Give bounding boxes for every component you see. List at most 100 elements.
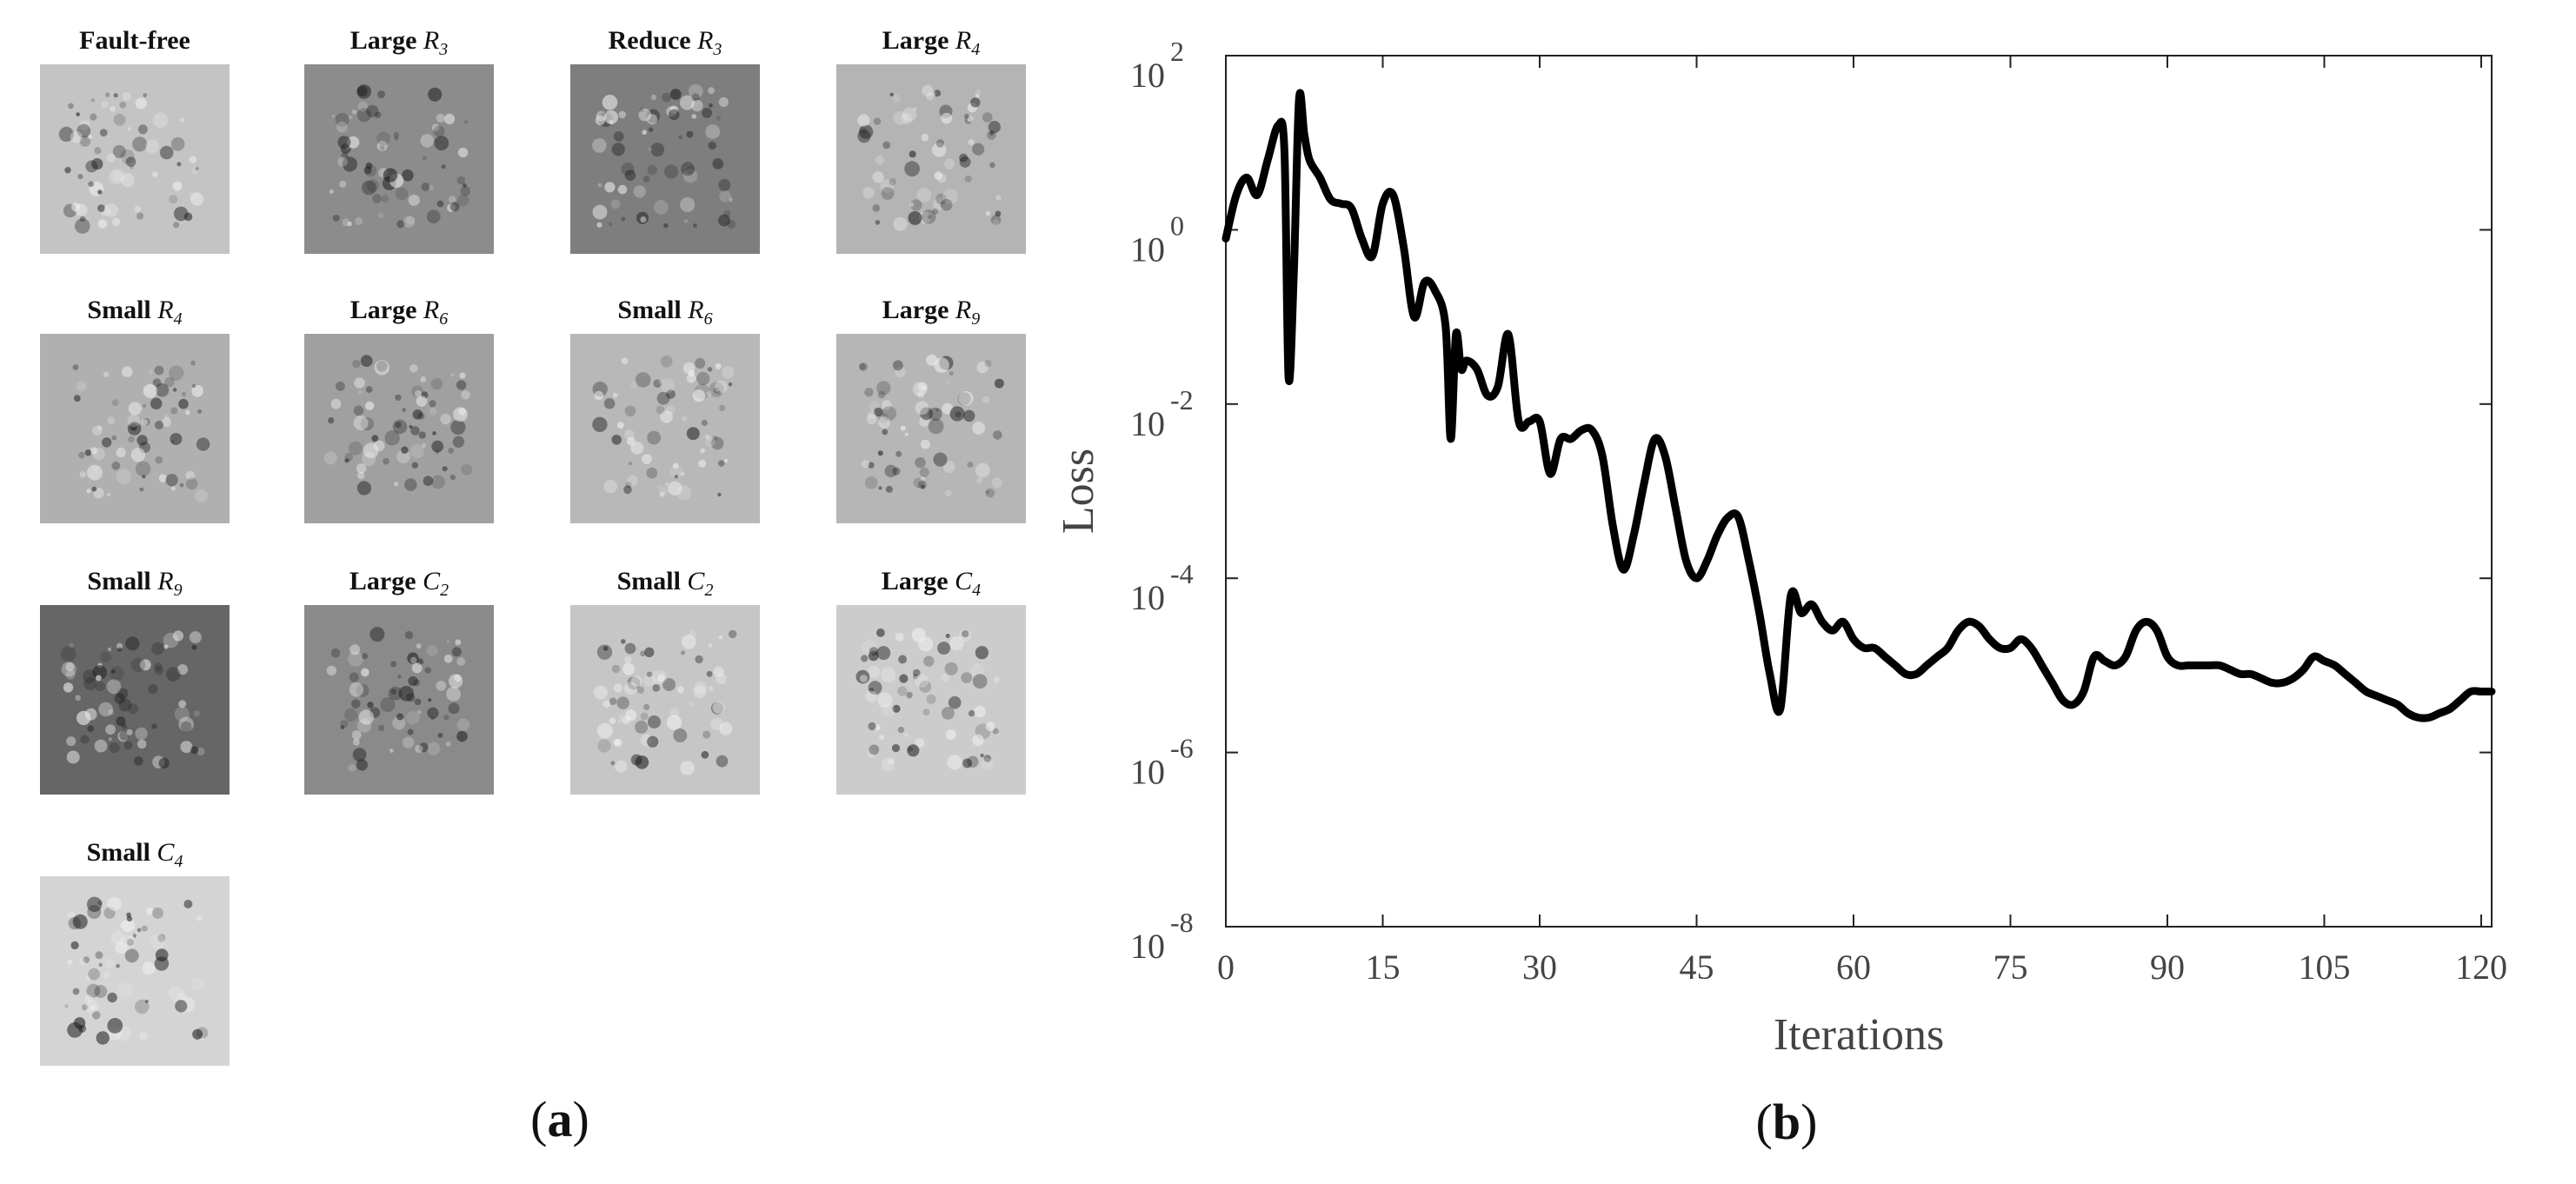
feature-map-title-subscript: 2 xyxy=(704,581,714,600)
feature-map-title-prefix: Small xyxy=(616,567,688,595)
feature-map-image xyxy=(570,334,760,523)
plot-frame xyxy=(1225,55,2493,928)
loss-series-line xyxy=(1221,89,2496,722)
feature-map-title-prefix: Small xyxy=(617,296,689,324)
feature-map-title-subscript: 9 xyxy=(173,581,183,600)
feature-map-image xyxy=(304,334,494,523)
feature-map-tile: Reduce R3 xyxy=(570,26,760,256)
x-tick-label: 60 xyxy=(1836,948,1871,987)
feature-map-title: Fault-free xyxy=(14,26,256,61)
feature-map-title: Large R6 xyxy=(278,296,520,330)
y-tick-label: 10-4 xyxy=(1130,558,1194,617)
feature-map-title-symbol: R9 xyxy=(157,567,183,600)
feature-map-tile: Small R9 xyxy=(40,567,230,796)
y-tick-label: 100 xyxy=(1130,210,1184,269)
panel-b-caption: (b) xyxy=(1756,1094,1818,1150)
feature-map-title-symbol: C2 xyxy=(687,567,714,600)
x-tick-label: 120 xyxy=(2455,948,2507,987)
feature-map-title-prefix: Small xyxy=(87,567,158,595)
feature-map-image xyxy=(304,64,494,254)
feature-map-image xyxy=(40,876,230,1066)
feature-map-title-symbol: R4 xyxy=(157,296,183,329)
feature-map-tile: Large C2 xyxy=(304,567,494,796)
y-tick-label: 10-6 xyxy=(1130,733,1194,792)
y-tick-label: 102 xyxy=(1130,36,1184,95)
x-axis-label: Iterations xyxy=(1774,1010,1944,1060)
feature-map-title-symbol: C4 xyxy=(955,567,982,600)
feature-map-tile: Large R9 xyxy=(836,296,1026,525)
feature-map-image xyxy=(836,64,1026,254)
y-tick-label: 10-8 xyxy=(1130,907,1194,966)
feature-map-title-prefix: Reduce xyxy=(608,26,698,55)
feature-map-title-symbol: R3 xyxy=(697,26,722,59)
feature-map-title-subscript: 3 xyxy=(713,40,722,59)
feature-map-tile: Small C4 xyxy=(40,838,230,1068)
x-tick-label: 90 xyxy=(2150,948,2185,987)
feature-map-title: Large R3 xyxy=(278,26,520,61)
x-tick-label: 0 xyxy=(1217,948,1235,987)
feature-map-tile: Fault-free xyxy=(40,26,230,256)
feature-map-title-symbol: R4 xyxy=(955,26,981,59)
feature-map-title-symbol: R6 xyxy=(423,296,449,329)
feature-map-title: Small R6 xyxy=(544,296,786,330)
feature-map-title-prefix: Small xyxy=(86,838,157,867)
x-tick-label: 45 xyxy=(1679,948,1714,987)
feature-map-title: Large C2 xyxy=(278,567,520,602)
feature-map-title-subscript: 4 xyxy=(173,309,183,329)
y-axis-ticks: 102 100 10-2 10-4 10-6 10-8 xyxy=(1130,36,2492,966)
feature-map-title-symbol: C2 xyxy=(423,567,449,600)
feature-map-title: Reduce R3 xyxy=(544,26,786,61)
feature-map-image xyxy=(40,334,230,523)
feature-map-tile: Large R6 xyxy=(304,296,494,525)
feature-map-tile: Small R4 xyxy=(40,296,230,525)
feature-map-title-subscript: 3 xyxy=(439,40,449,59)
feature-map-tile: Large C4 xyxy=(836,567,1026,796)
panel-a-feature-maps: Fault-free Large R3 Reduce R3 Large R4 Small… xyxy=(0,0,1087,1184)
feature-map-image xyxy=(304,605,494,795)
feature-map-title-prefix: Large xyxy=(882,296,955,324)
feature-map-title-prefix: Large xyxy=(349,567,423,595)
feature-map-image xyxy=(570,64,760,254)
feature-map-title: Small R4 xyxy=(14,296,256,330)
feature-map-title-prefix: Large xyxy=(349,26,423,55)
feature-map-title-subscript: 2 xyxy=(440,581,449,600)
feature-map-title-symbol: C4 xyxy=(156,838,183,871)
x-tick-label: 15 xyxy=(1365,948,1400,987)
feature-map-title-subscript: 4 xyxy=(972,581,982,600)
feature-map-title: Large R4 xyxy=(810,26,1052,61)
feature-map-title-prefix: Small xyxy=(87,296,158,324)
feature-map-tile: Large R3 xyxy=(304,26,494,256)
y-tick-label: 10-2 xyxy=(1130,384,1194,443)
feature-map-title-prefix: Fault-free xyxy=(79,26,190,55)
panel-a-caption: (a) xyxy=(530,1091,589,1147)
feature-map-title-subscript: 6 xyxy=(439,309,449,329)
feature-map-tile: Large R4 xyxy=(836,26,1026,256)
feature-map-image xyxy=(40,605,230,795)
feature-map-title-subscript: 6 xyxy=(703,309,713,329)
feature-map-image xyxy=(570,605,760,795)
feature-map-tile: Small R6 xyxy=(570,296,760,525)
feature-map-title-symbol: R6 xyxy=(688,296,713,329)
feature-map-image xyxy=(836,605,1026,795)
feature-map-image xyxy=(836,334,1026,523)
feature-map-title-symbol: R3 xyxy=(423,26,449,59)
feature-map-image xyxy=(40,64,230,254)
feature-map-title-prefix: Large xyxy=(882,26,955,55)
x-axis-ticks: 0 15 30 45 60 75 90 105 120 xyxy=(1217,56,2507,987)
feature-map-title-prefix: Large xyxy=(881,567,955,595)
feature-map-title: Small C4 xyxy=(14,838,256,873)
feature-map-title: Large R9 xyxy=(810,296,1052,330)
feature-map-title-prefix: Large xyxy=(349,296,423,324)
feature-map-title-subscript: 9 xyxy=(971,309,981,329)
x-tick-label: 105 xyxy=(2298,948,2350,987)
feature-map-title-symbol: R9 xyxy=(955,296,981,329)
feature-map-title: Small R9 xyxy=(14,567,256,602)
feature-map-tile: Small C2 xyxy=(570,567,760,796)
feature-map-title-subscript: 4 xyxy=(174,852,183,871)
x-tick-label: 75 xyxy=(1993,948,2027,987)
x-tick-label: 30 xyxy=(1522,948,1557,987)
feature-map-title: Large C4 xyxy=(810,567,1052,602)
feature-map-title-subscript: 4 xyxy=(971,40,981,59)
y-axis-label: Loss xyxy=(1054,449,1103,534)
